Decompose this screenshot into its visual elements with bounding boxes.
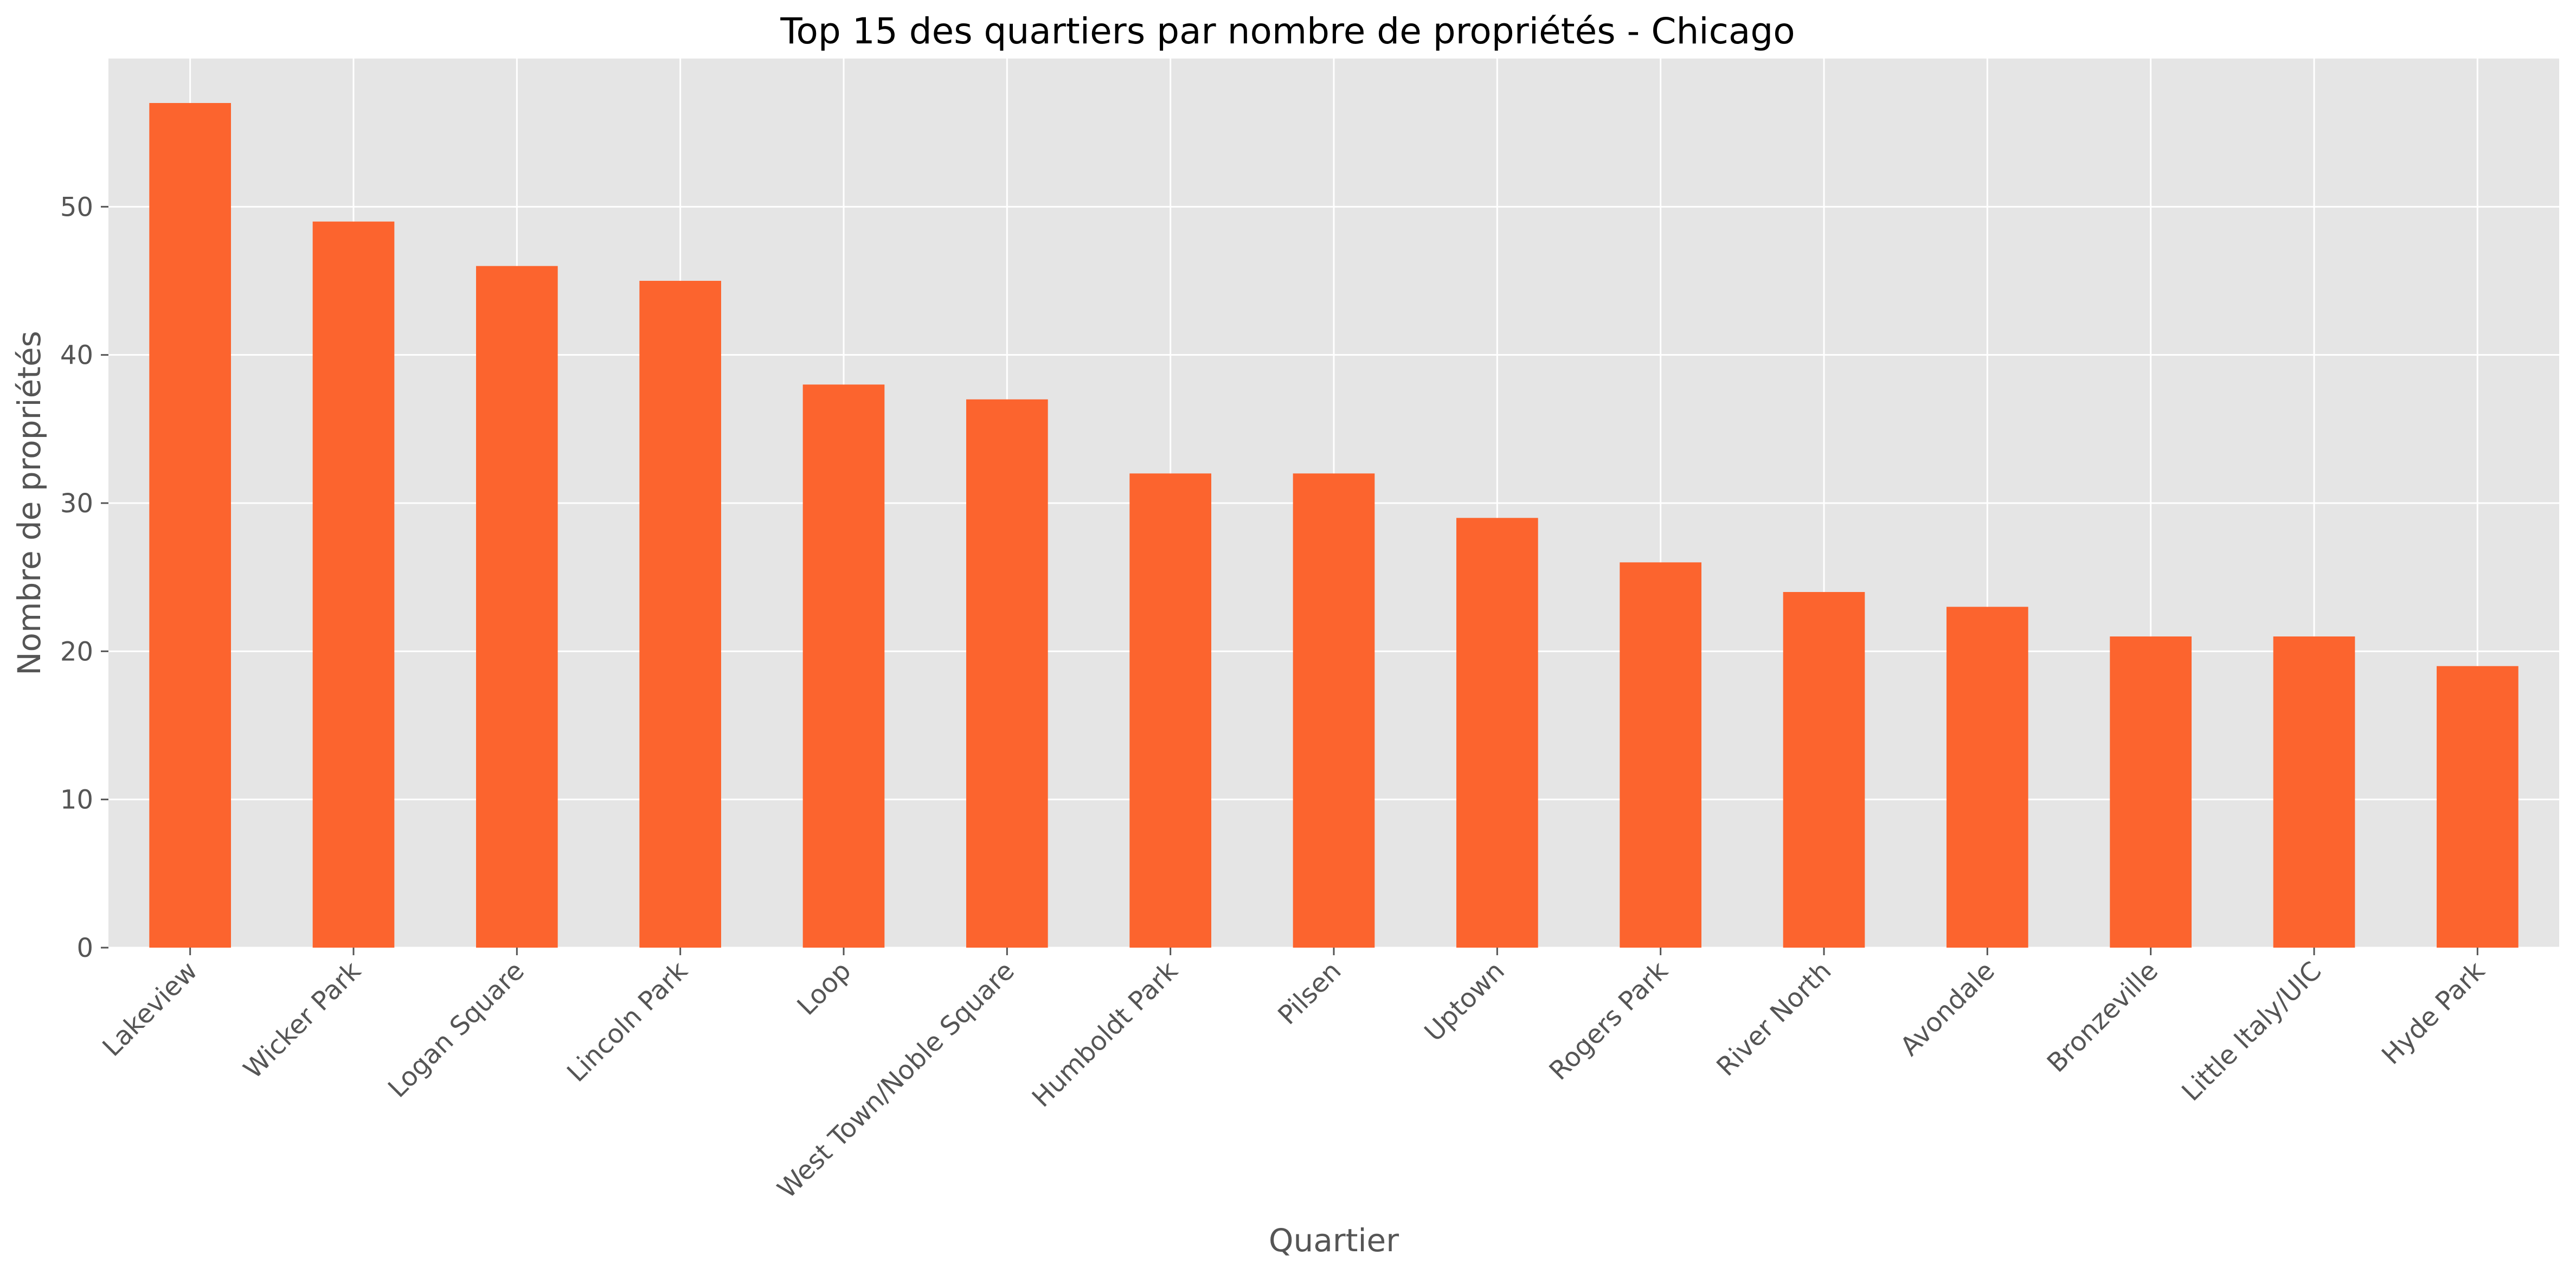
- x-tick-label: Wicker Park: [238, 956, 367, 1085]
- y-tick-labels: 0 10 20 30 40 50: [60, 192, 93, 963]
- bar: [2273, 636, 2355, 948]
- x-tick-label: Loop: [791, 956, 857, 1021]
- x-tick-label: Rogers Park: [1544, 956, 1674, 1086]
- bar: [1620, 562, 1701, 948]
- bar: [802, 384, 885, 948]
- x-tick-label: Uptown: [1418, 956, 1510, 1047]
- x-tick-label: Hyde Park: [2376, 956, 2491, 1071]
- x-tick-label: Bronzeville: [2041, 956, 2164, 1078]
- bar: [1129, 473, 1211, 948]
- tick-marks: [101, 205, 2478, 955]
- chart-title: Top 15 des quartiers par nombre de propr…: [780, 10, 1795, 52]
- y-axis-label: Nombre de propriétés: [11, 331, 48, 675]
- bar: [1456, 518, 1538, 948]
- x-tick-label: Pilsen: [1272, 956, 1347, 1031]
- x-tick-label: Humboldt Park: [1026, 956, 1184, 1114]
- bar: [966, 399, 1048, 948]
- y-tick-label: 10: [60, 785, 93, 815]
- bars: [149, 103, 2519, 948]
- bar: [2110, 636, 2192, 948]
- bar: [639, 281, 721, 948]
- bar: [1783, 592, 1865, 948]
- bar: [2437, 666, 2519, 948]
- bar: [1293, 473, 1375, 948]
- x-axis-label: Quartier: [1269, 1222, 1399, 1259]
- x-tick-labels: Lakeview Wicker Park Logan Square Lincoln P…: [97, 956, 2491, 1205]
- x-tick-label: Little Italy/UIC: [2176, 956, 2327, 1107]
- bar: [149, 103, 231, 948]
- x-tick-label: Lakeview: [97, 956, 203, 1063]
- y-tick-label: 50: [60, 192, 93, 222]
- x-tick-label: Avondale: [1894, 956, 2001, 1062]
- y-tick-label: 20: [60, 636, 93, 667]
- y-tick-label: 0: [76, 933, 93, 963]
- y-tick-label: 40: [60, 340, 93, 371]
- bar: [1947, 607, 2028, 948]
- x-tick-label: Logan Square: [382, 956, 530, 1104]
- y-tick-label: 30: [60, 488, 93, 519]
- bar: [312, 221, 395, 948]
- x-tick-label: River North: [1711, 956, 1837, 1082]
- bar: [476, 266, 558, 948]
- x-tick-label: Lincoln Park: [561, 956, 693, 1088]
